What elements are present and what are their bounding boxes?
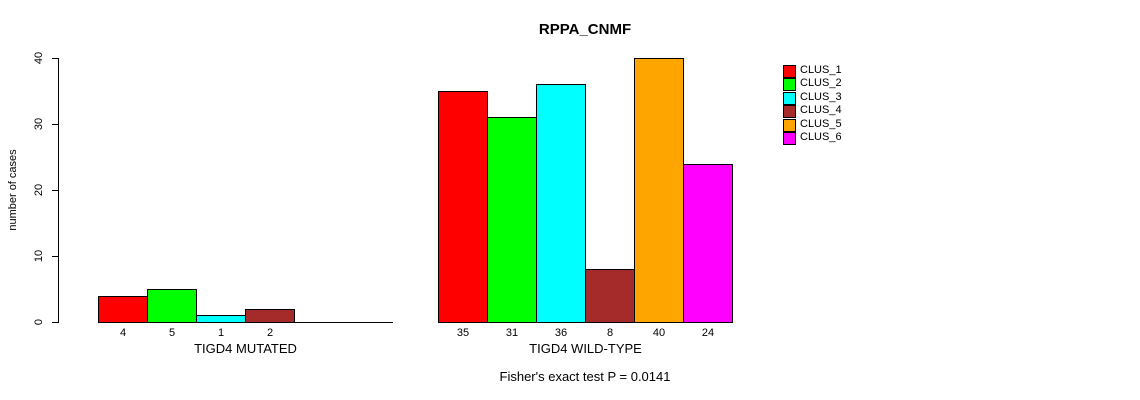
bar-clus_1 xyxy=(438,91,488,323)
footnote: Fisher's exact test P = 0.0141 xyxy=(499,369,671,384)
bar-value-label: 2 xyxy=(266,327,274,339)
bar-clus_1 xyxy=(98,296,148,323)
bar-clus_6 xyxy=(683,164,733,323)
bar-clus_3 xyxy=(196,315,246,323)
legend-label-clus_4: CLUS_4 xyxy=(800,104,842,117)
y-axis-label: number of cases xyxy=(7,149,19,231)
legend-swatch-clus_1 xyxy=(783,65,796,78)
bar-value-label: 36 xyxy=(554,327,568,339)
bar-clus_2 xyxy=(147,289,197,323)
legend-swatch-clus_2 xyxy=(783,78,796,92)
legend-swatch-clus_5 xyxy=(783,118,796,132)
legend-label-clus_1: CLUS_1 xyxy=(800,64,842,76)
legend-label-clus_2: CLUS_2 xyxy=(800,77,842,90)
bar-value-label: 24 xyxy=(701,327,715,339)
legend-label-clus_6: CLUS_6 xyxy=(800,131,842,143)
y-tick-label: 30 xyxy=(33,117,45,131)
bar-value-label: 5 xyxy=(168,327,176,339)
bar-clus_3 xyxy=(536,84,586,323)
legend-label-clus_5: CLUS_5 xyxy=(800,117,842,130)
bar-value-label: 1 xyxy=(217,327,225,339)
bar-clus_2 xyxy=(487,117,537,323)
y-tick xyxy=(52,58,58,59)
y-tick xyxy=(52,256,58,257)
group-label: TIGD4 WILD-TYPE xyxy=(529,341,642,356)
bar-value-label: 40 xyxy=(652,327,666,339)
y-axis-line xyxy=(58,58,59,323)
bar-clus_4 xyxy=(245,309,295,323)
group-label: TIGD4 MUTATED xyxy=(194,341,297,356)
chart-title: RPPA_CNMF xyxy=(538,21,632,38)
legend-swatch-clus_6 xyxy=(783,132,796,145)
bar-value-label: 8 xyxy=(606,327,614,339)
y-tick xyxy=(52,124,58,125)
bar-clus_4 xyxy=(585,269,635,323)
bar-value-label: 31 xyxy=(505,327,519,339)
y-tick xyxy=(52,190,58,191)
y-tick-label: 20 xyxy=(33,183,45,197)
legend-label-clus_3: CLUS_3 xyxy=(800,90,842,103)
bar-value-label: 4 xyxy=(119,327,127,339)
bar-clus_5 xyxy=(634,58,684,323)
legend-swatch-clus_4 xyxy=(783,105,796,119)
bar-value-label: 35 xyxy=(456,327,470,339)
y-tick-label: 40 xyxy=(33,51,45,65)
legend-swatch-clus_3 xyxy=(783,91,796,105)
y-tick-label: 0 xyxy=(33,318,45,326)
y-tick-label: 10 xyxy=(33,249,45,263)
y-tick xyxy=(52,322,58,323)
